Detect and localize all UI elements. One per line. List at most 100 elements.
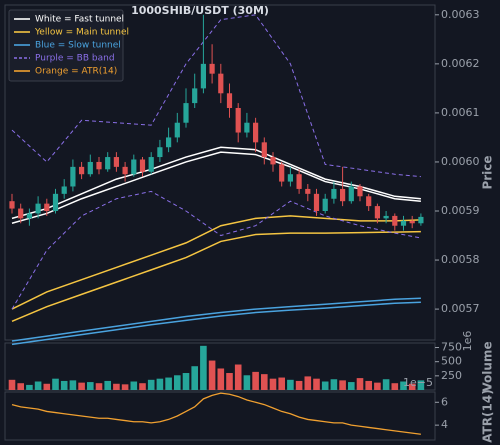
candle-body (287, 174, 293, 182)
volume-bar (408, 383, 416, 390)
volume-bar (234, 364, 242, 390)
volume-bar (78, 382, 85, 390)
candle-body (87, 161, 93, 175)
volume-bar (217, 368, 225, 390)
candle-body (44, 203, 50, 212)
legend-box (8, 9, 124, 82)
volume-bar (365, 380, 372, 390)
volume-bar (382, 379, 390, 390)
candle-body (400, 220, 407, 226)
candle-body (35, 203, 41, 214)
candle-body (209, 63, 215, 74)
candle-body (331, 188, 337, 199)
volume-bar (339, 380, 346, 390)
volume-bar (43, 383, 51, 390)
volume-bar (287, 379, 294, 390)
y-tick-label: 750 (441, 341, 462, 354)
volume-bar (17, 383, 24, 390)
volume-bar (417, 380, 425, 390)
candle-body (183, 103, 189, 123)
candle-body (366, 196, 372, 207)
candle-body (157, 147, 163, 158)
volume-bar (87, 382, 94, 390)
candle-body (192, 88, 198, 104)
volume-bar (269, 378, 277, 390)
volume-bar (348, 382, 355, 390)
candle-body (26, 213, 32, 219)
candle-body (174, 122, 180, 138)
y-axis-label: Price (481, 155, 495, 189)
y-tick-label: 0.0059 (441, 204, 480, 217)
y-tick-label: 0.0063 (441, 8, 480, 21)
volume-bar (139, 383, 146, 390)
volume-bar (174, 375, 181, 390)
candle-body (261, 142, 267, 158)
offset-label: 1e6 (461, 331, 474, 352)
candle-body (244, 122, 250, 133)
candle-body (166, 137, 172, 148)
volume-bar (400, 381, 407, 390)
volume-bar (252, 371, 259, 390)
overlay-line (11, 297, 421, 342)
candle-body (383, 215, 389, 219)
overlay-line (11, 215, 421, 310)
atr-line (11, 392, 421, 435)
volume-bar (261, 374, 268, 390)
volume-bar (243, 375, 251, 390)
volume-bar (165, 377, 172, 390)
y-tick-label: 0.0061 (441, 106, 480, 119)
candle-body (61, 186, 67, 194)
volume-bar (121, 384, 129, 390)
volume-bar (156, 378, 164, 390)
candle-body (52, 193, 59, 212)
overlay-line (11, 14, 421, 178)
candle-body (113, 157, 119, 167)
chart-title: 1000SHIB/USDT (30M) (131, 4, 269, 17)
overlay-line (11, 230, 421, 323)
volume-bar (191, 366, 198, 390)
volume-bar (278, 377, 285, 390)
volume-bar (130, 381, 138, 390)
y-tick-label: 0.0058 (441, 253, 480, 266)
candle-body (279, 164, 285, 182)
volume-bar (330, 379, 338, 390)
candle-body (105, 157, 111, 170)
volume-bar (295, 380, 303, 390)
candle-body (122, 166, 128, 175)
y-axis-label: ATR(14) (481, 389, 495, 442)
overlay-line (11, 190, 421, 310)
volume-bar (391, 383, 399, 390)
volume-bar (26, 384, 33, 390)
candle-body (148, 157, 154, 172)
volume-bar (95, 383, 103, 390)
candle-body (226, 93, 233, 109)
candle-body (253, 122, 259, 143)
volume-bar (182, 373, 190, 390)
y-tick-label: 6 (441, 395, 448, 408)
volume-bar (374, 382, 381, 390)
candle-body (374, 206, 380, 219)
y-axis-label: Volume (481, 341, 495, 391)
volume-bar (313, 378, 320, 390)
volume-bar (52, 378, 59, 390)
overlay-line (11, 301, 421, 346)
candle-body (357, 186, 363, 197)
candle-body (392, 215, 398, 226)
candle-body (218, 73, 224, 94)
volume-bar (304, 376, 312, 390)
candle-body (131, 159, 137, 175)
volume-bar (113, 383, 120, 390)
legend-label: Purple = BB band (35, 54, 115, 64)
candle-body (200, 63, 206, 89)
y-tick-label: 0.0057 (441, 302, 480, 315)
y-tick-label: 0.0060 (441, 155, 480, 168)
volume-bar (356, 378, 364, 390)
y-tick-label: 0.0062 (441, 57, 480, 70)
y-tick-label: 250 (441, 369, 462, 382)
candle-body (139, 159, 146, 172)
legend-label: Yellow = Main tunnel (34, 28, 129, 38)
candle-body (9, 201, 15, 209)
volume-bar (226, 373, 233, 390)
candle-body (305, 188, 311, 194)
